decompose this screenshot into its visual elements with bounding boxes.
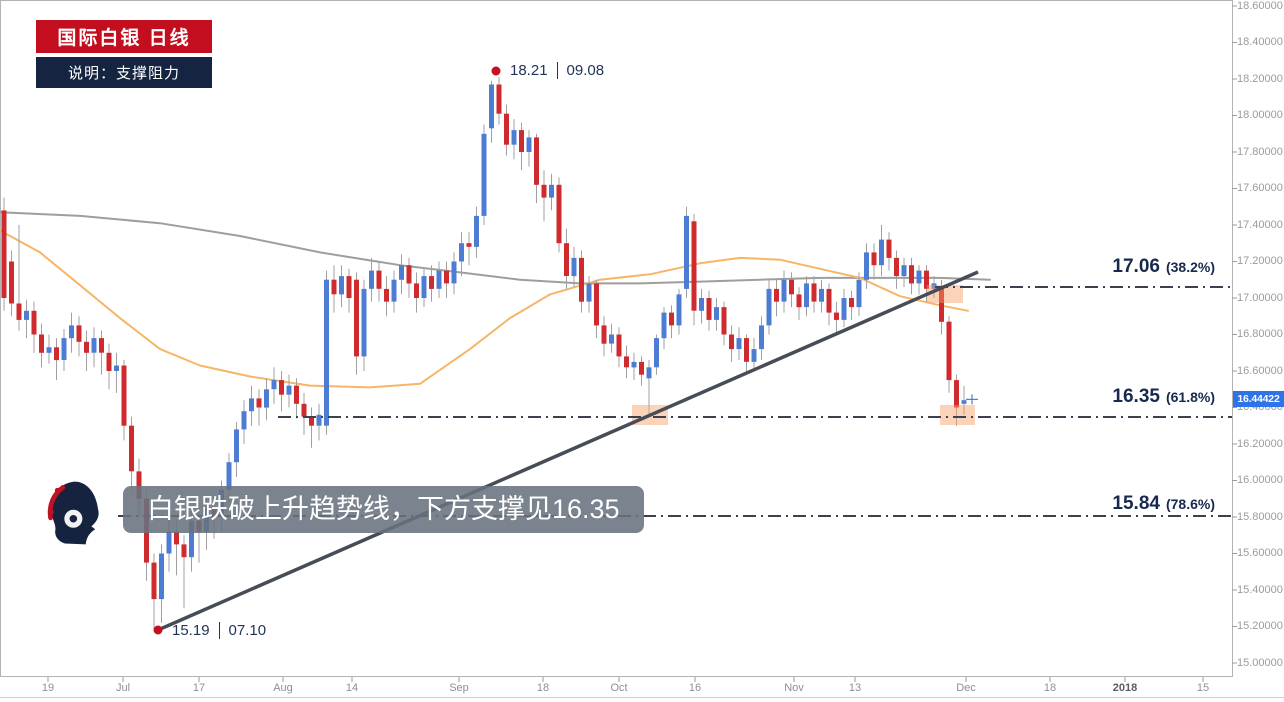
y-axis-label: 17.40000 — [1237, 218, 1283, 231]
annotation-peak: 18.21 09.08 — [510, 62, 604, 79]
current-price-marker — [966, 394, 978, 405]
x-axis-label: 17 — [192, 682, 206, 694]
trendline — [157, 270, 979, 632]
x-axis-label: 19 — [41, 682, 55, 694]
divider — [218, 622, 220, 639]
x-axis-labels: 19 Jul 17 Aug 14 Sep 18 Oct 16 Nov 13 Dec 18 2018 15 — [0, 682, 1284, 698]
peak-date: 09.08 — [566, 62, 605, 79]
y-axis-label: 17.60000 — [1237, 182, 1283, 194]
x-axis-label: 16 — [688, 682, 702, 694]
y-axis-label: 16.20000 — [1237, 437, 1283, 450]
peak-dot — [491, 66, 501, 76]
fib-label-38-2: 17.06 (38.2%) — [1112, 256, 1215, 278]
fib-price: 16.35 — [1112, 386, 1160, 407]
analysis-banner: 白银跌破上升趋势线，下方支撑见16.35 — [123, 486, 644, 533]
trough-dot — [153, 625, 163, 635]
x-axis-label: 14 — [345, 682, 359, 694]
x-axis-label: Jul — [115, 682, 131, 694]
fib-pct: (78.6%) — [1165, 496, 1215, 512]
fib-label-78-6: 15.84 (78.6%) — [1112, 493, 1215, 515]
y-axis-label: 17.80000 — [1237, 145, 1283, 158]
y-axis-label: 15.40000 — [1237, 583, 1283, 596]
trough-date: 07.10 — [228, 622, 267, 639]
plot-border — [0, 0, 1233, 677]
x-axis-label: Aug — [273, 682, 293, 694]
y-axis-label: 15.60000 — [1237, 547, 1283, 559]
y-axis-label: 15.20000 — [1237, 620, 1283, 632]
y-axis-label: 18.40000 — [1237, 36, 1283, 48]
y-axis-label: 15.80000 — [1237, 510, 1283, 523]
divider — [556, 62, 558, 79]
highlight-zone — [940, 405, 975, 425]
y-axis-labels: 18.60000 18.40000 18.20000 18.00000 17.80000… — [1237, 0, 1284, 677]
trough-price: 15.19 — [172, 622, 210, 639]
current-price-badge: 16.44422 — [1233, 391, 1284, 407]
y-axis-label: 16.60000 — [1237, 364, 1283, 377]
ma-fast-line — [0, 229, 969, 389]
y-axis-label: 17.20000 — [1237, 255, 1283, 267]
y-axis-label: 16.80000 — [1237, 328, 1283, 340]
ma-slow-line — [0, 211, 991, 285]
y-axis-label: 18.20000 — [1237, 72, 1283, 85]
fib-pct: (38.2%) — [1165, 259, 1215, 275]
analyst-avatar-icon — [47, 481, 99, 545]
title-badge: 国际白银 日线 — [36, 20, 212, 53]
fib-price: 15.84 — [1112, 493, 1160, 514]
y-axis-label: 18.60000 — [1237, 0, 1283, 12]
y-axis-label: 18.00000 — [1237, 109, 1283, 121]
peak-price: 18.21 — [510, 62, 548, 79]
x-axis-label: 13 — [848, 682, 862, 694]
x-axis-label: 18 — [1043, 682, 1057, 694]
annotation-trough: 15.19 07.10 — [172, 622, 266, 639]
y-axis-label: 17.00000 — [1237, 291, 1283, 304]
y-axis-label: 15.00000 — [1237, 656, 1283, 669]
fib-price: 17.06 — [1112, 256, 1160, 277]
x-axis-label: Sep — [449, 682, 469, 694]
fib-pct: (61.8%) — [1165, 389, 1215, 405]
fib-label-61-8: 16.35 (61.8%) — [1112, 386, 1215, 408]
x-axis-label: 18 — [536, 682, 550, 694]
y-axis-label: 16.00000 — [1237, 474, 1283, 486]
candles-group — [1, 77, 967, 629]
x-axis-label: 2018 — [1112, 682, 1138, 694]
x-axis-label: 15 — [1196, 682, 1210, 694]
x-axis-label: Dec — [956, 682, 976, 694]
x-axis-label: Oct — [610, 682, 628, 694]
subtitle-badge: 说明：支撑阻力 — [36, 57, 212, 88]
x-axis-label: Nov — [784, 682, 804, 694]
